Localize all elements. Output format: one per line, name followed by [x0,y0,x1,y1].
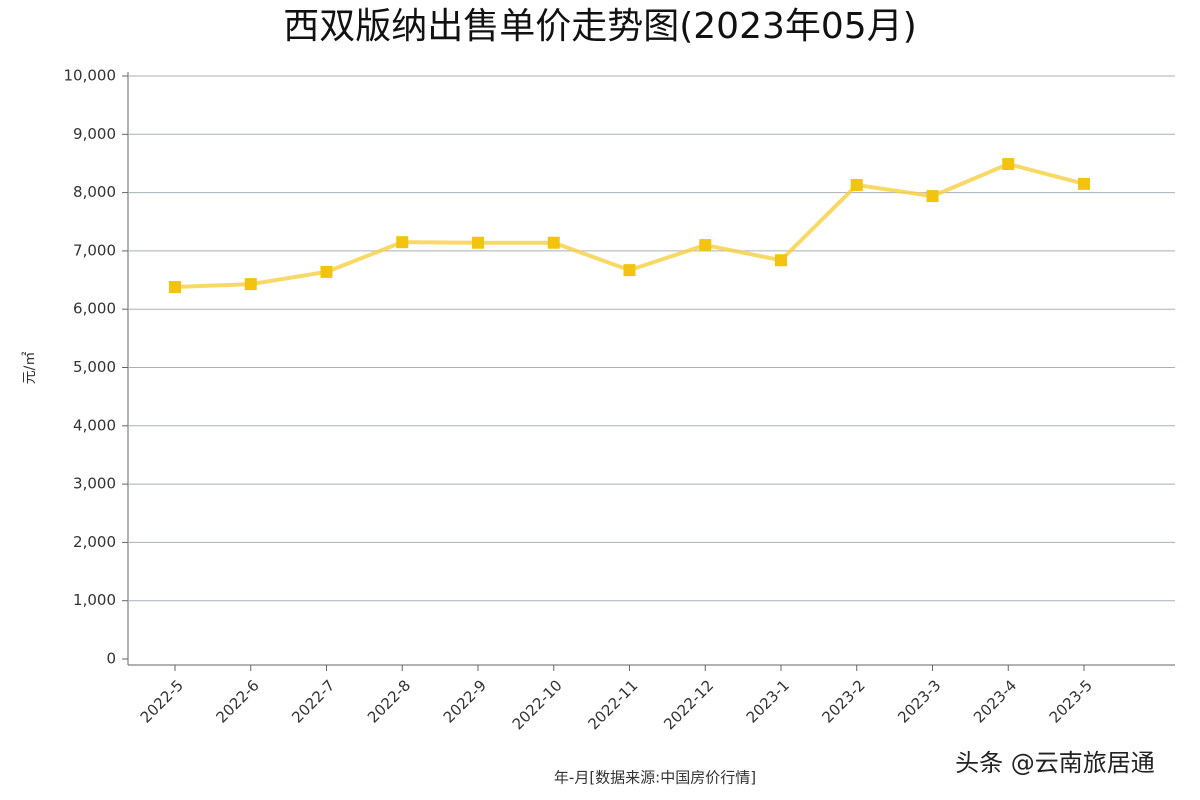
x-tick-label: 2022-5 [137,676,187,726]
y-tick-label: 3,000 [73,475,116,493]
y-tick-label: 2,000 [73,533,116,551]
y-tick-label: 10,000 [64,67,117,85]
y-tick-label: 5,000 [73,358,116,376]
x-tick-label: 2023-1 [743,676,793,726]
point [926,190,939,203]
x-tick-label: 2022-10 [509,676,566,733]
point [850,179,863,192]
point [623,264,636,277]
point [775,254,787,267]
x-axis-label: 年-月[数据来源:中国房价行情] [554,769,756,787]
point [547,236,560,249]
point [169,281,181,294]
y-tick-label: 8,000 [73,183,116,201]
point [1078,177,1090,190]
y-tick-label: 9,000 [73,125,116,143]
x-tick-label: 2023-4 [970,676,1020,726]
y-tick-label: 4,000 [73,416,116,434]
y-tick-label: 0 [106,650,116,668]
point [699,239,712,252]
point [396,236,409,249]
point [320,265,333,278]
x-tick-label: 2022-6 [212,676,262,726]
x-tick-label: 2022-7 [288,676,338,726]
x-tick-label: 2023-3 [894,676,944,726]
x-tick-label: 2022-9 [440,676,490,726]
point [244,278,257,291]
watermark: 头条 @云南旅居通 [955,749,1155,777]
x-tick-label: 2023-2 [818,676,868,726]
x-tick-label: 2022-11 [584,676,641,733]
y-tick-label: 7,000 [73,241,116,259]
y-tick-label: 1,000 [73,591,116,609]
point [1002,158,1015,171]
point [472,236,484,249]
x-tick-label: 2023-5 [1046,676,1096,726]
y-tick-label: 6,000 [73,300,116,318]
x-tick-label: 2022-8 [364,676,414,726]
x-tick-label: 2022-12 [660,676,717,733]
y-axis-label: 元/㎡ [22,352,38,385]
chart-title: 西双版纳出售单价走势图(2023年05月) [283,6,917,47]
